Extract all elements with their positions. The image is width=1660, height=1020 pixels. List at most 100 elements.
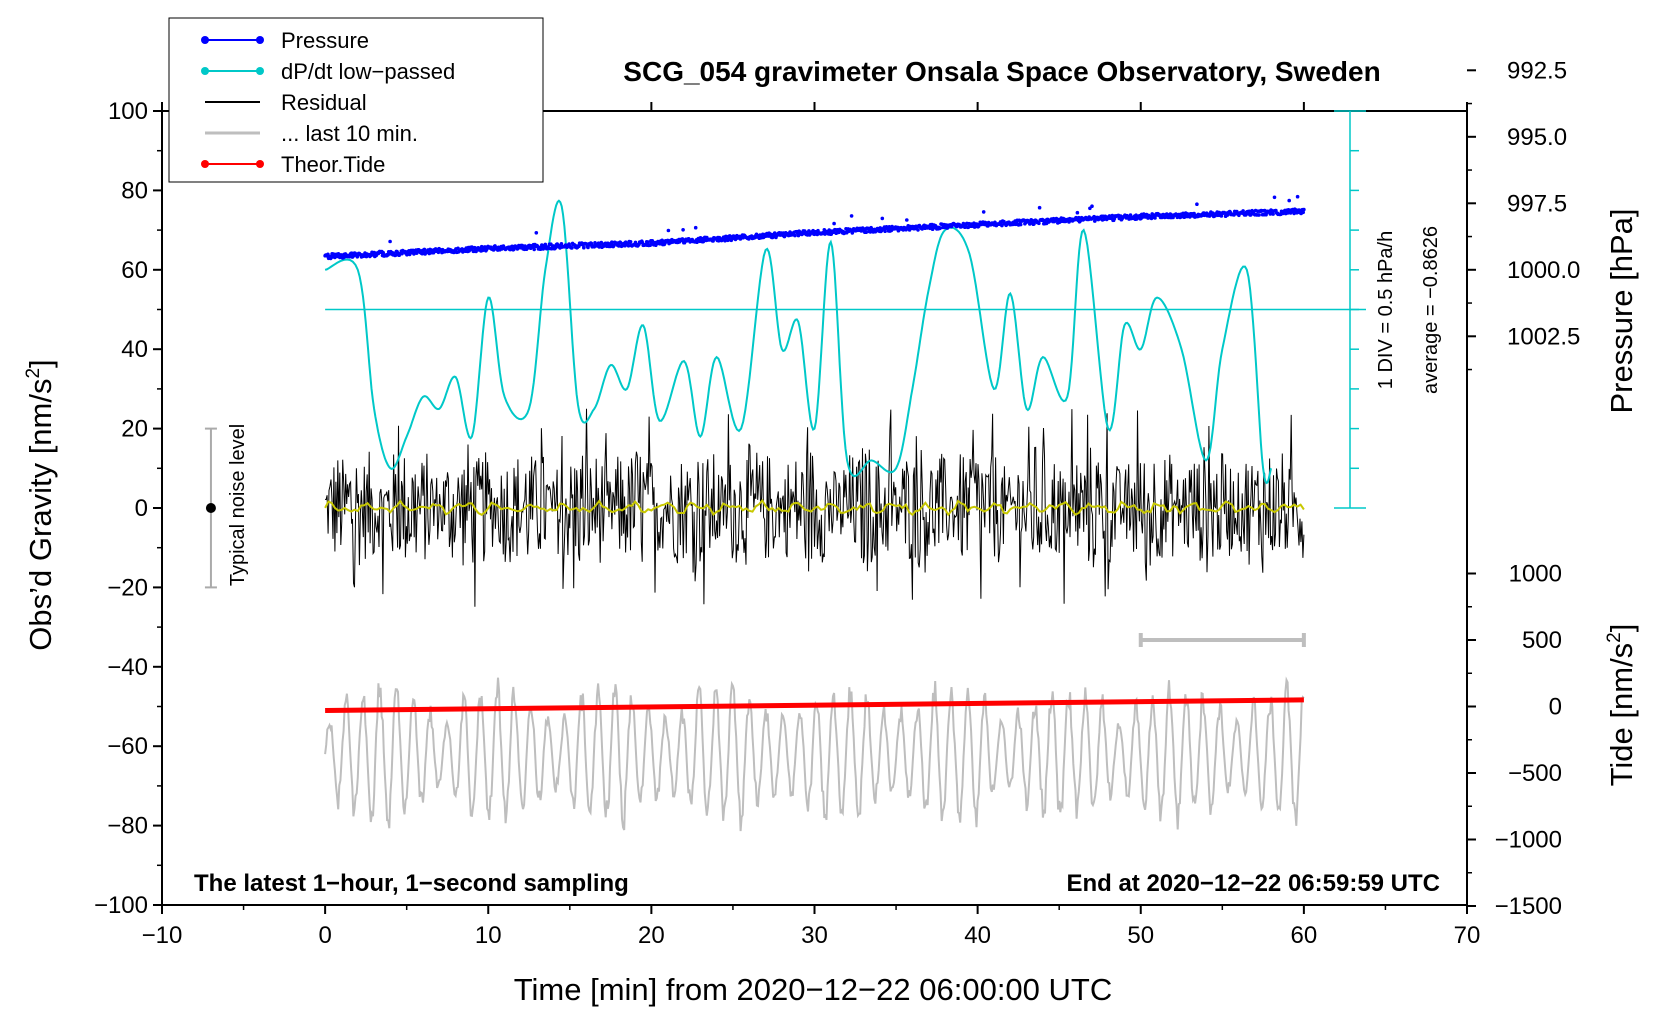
pressure-point	[849, 214, 854, 218]
y-tick-label: −80	[107, 813, 148, 840]
pressure-point	[582, 245, 586, 250]
pressure-point	[878, 226, 882, 230]
pressure-tick-label: 997.5	[1507, 190, 1567, 217]
pressure-point	[1195, 202, 1199, 206]
pressure-point	[832, 221, 836, 226]
pressure-point	[1241, 209, 1245, 213]
pressure-point	[1271, 212, 1275, 216]
residual-line	[325, 408, 1305, 607]
pressure-tick-label: 995.0	[1507, 124, 1567, 151]
legend-entries: Pressure dP/dt low−passed Residual ... last…	[201, 28, 455, 177]
y-tick-label: 100	[108, 98, 148, 125]
pressure-point	[916, 228, 920, 232]
pressure-point	[532, 247, 536, 252]
last-10-min-window-bar	[1138, 633, 1306, 647]
pressure-point	[1247, 209, 1252, 214]
pressure-point	[680, 237, 685, 241]
pressure-point	[666, 228, 671, 233]
noise-level-bar	[204, 427, 217, 589]
legend-label: Theor.Tide	[281, 152, 385, 177]
pressure-point	[1287, 198, 1291, 203]
tide-axis-label: Tide [nm/s2]	[1604, 624, 1639, 787]
legend: Pressure dP/dt low−passed Residual ... last…	[168, 17, 544, 183]
end-time-annotation: End at 2020−12−22 06:59:59 UTC	[1066, 870, 1440, 897]
noise-label: Typical noise level	[227, 424, 249, 586]
legend-label: Pressure	[281, 28, 369, 53]
pressure-point	[827, 228, 831, 232]
tide-tick-label: 500	[1522, 627, 1562, 654]
x-tick-label: 10	[475, 922, 502, 949]
legend-marker-start	[201, 36, 209, 44]
dpdt-scale-label: 1 DIV = 0.5 hPa/h	[1375, 231, 1397, 389]
y-tick-label: 60	[121, 257, 148, 284]
pressure-point	[422, 247, 427, 252]
pressure-point	[681, 228, 685, 232]
y-tick-label: −100	[94, 892, 148, 919]
legend-box	[168, 17, 544, 183]
tide-tick-label: 0	[1549, 694, 1562, 721]
y-tick-label: 80	[121, 177, 148, 204]
x-tick-label: 40	[964, 922, 991, 949]
pressure-point	[1302, 207, 1306, 212]
y-axis-label-base: Obs’d Gravity [nm/s	[23, 379, 58, 651]
pressure-point	[880, 216, 885, 221]
tide-axis-label-close: ]	[1604, 624, 1639, 633]
pressure-point	[427, 251, 432, 256]
pressure-point	[883, 229, 887, 233]
pressure-point	[1037, 205, 1042, 210]
pressure-point	[1041, 218, 1045, 223]
pressure-tick-label: 1002.5	[1507, 323, 1580, 350]
pressure-point	[1110, 213, 1115, 218]
tide-tick-label: −500	[1508, 760, 1562, 787]
pressure-tick-label: 992.5	[1507, 57, 1567, 84]
x-axis-label: Time [min] from 2020−12−22 06:00:00 UTC	[514, 972, 1113, 1007]
legend-marker-end	[256, 36, 264, 44]
pressure-series	[323, 194, 1306, 261]
pressure-point	[1301, 210, 1305, 215]
theor-tide-line	[325, 697, 1304, 713]
residual-series	[325, 408, 1305, 607]
x-tick-label: 70	[1454, 922, 1481, 949]
pressure-point	[646, 240, 650, 244]
x-axis: −10 0 10 20 30 40 50 60 70	[142, 102, 1481, 949]
pressure-point	[768, 232, 773, 236]
dpdt-line	[324, 199, 1273, 485]
chart-title: SCG_054 gravimeter Onsala Space Observat…	[623, 56, 1380, 87]
y-tick-label: 0	[135, 495, 148, 522]
legend-label: Residual	[281, 90, 367, 115]
pressure-point	[1153, 216, 1157, 220]
x-tick-label: 0	[318, 922, 331, 949]
y-axis-label-sup: 2	[23, 368, 44, 379]
pressure-point	[793, 233, 797, 238]
y-axis-left: 100 80 60 40 20 0 −20 −40 −60 −80 −100	[94, 98, 162, 919]
pressure-point	[1000, 223, 1004, 228]
pressure-point	[938, 226, 943, 230]
pressure-point	[650, 239, 655, 243]
legend-marker-end	[256, 160, 264, 168]
pressure-point	[981, 210, 986, 214]
pressure-point	[1295, 194, 1300, 199]
y-axis-label: Obs’d Gravity [nm/s2]	[23, 359, 58, 650]
pressure-point	[534, 231, 539, 235]
x-tick-label: 30	[801, 922, 828, 949]
sampling-annotation: The latest 1−hour, 1−second sampling	[194, 870, 629, 897]
x-tick-label: 20	[638, 922, 665, 949]
pressure-point	[1075, 210, 1080, 215]
pressure-point	[610, 240, 614, 244]
pressure-point	[1037, 221, 1041, 226]
pressure-point	[388, 239, 392, 244]
tide-tick-label: −1500	[1495, 893, 1562, 920]
pressure-point	[570, 246, 574, 250]
legend-marker-start	[201, 160, 209, 168]
y-axis-pressure: 1002.5 1000.0 997.5 995.0 992.5	[1467, 57, 1580, 371]
x-tick-label: 60	[1291, 922, 1318, 949]
pressure-point	[693, 225, 698, 230]
tide-axis-label-base: Tide [nm/s	[1604, 643, 1639, 787]
legend-label: ... last 10 min.	[281, 121, 418, 146]
y-axis-label-close: ]	[23, 359, 58, 368]
pressure-point	[1090, 204, 1094, 208]
pressure-point	[728, 234, 732, 238]
noise-bar-point	[205, 503, 216, 513]
residual-smoothed-line	[324, 498, 1305, 517]
